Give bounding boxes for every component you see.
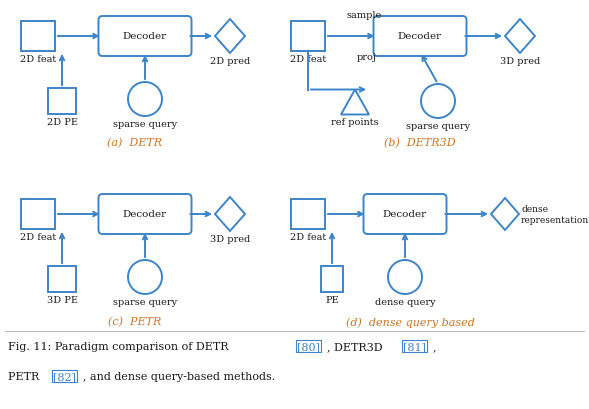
Text: 2D feat: 2D feat xyxy=(290,232,326,241)
FancyBboxPatch shape xyxy=(373,17,466,57)
Circle shape xyxy=(388,261,422,294)
Text: sparse query: sparse query xyxy=(113,120,177,129)
Circle shape xyxy=(128,261,162,294)
FancyBboxPatch shape xyxy=(48,89,76,115)
Text: Decoder: Decoder xyxy=(123,210,167,219)
FancyBboxPatch shape xyxy=(48,266,76,292)
Text: sample: sample xyxy=(346,11,382,20)
Text: 2D feat: 2D feat xyxy=(20,232,56,241)
Text: PE: PE xyxy=(325,295,339,304)
Text: 2D pred: 2D pred xyxy=(210,57,250,66)
Text: Decoder: Decoder xyxy=(123,32,167,41)
Text: Decoder: Decoder xyxy=(383,210,427,219)
Text: sparse query: sparse query xyxy=(406,122,470,131)
Text: , DETR3D: , DETR3D xyxy=(327,341,386,351)
FancyBboxPatch shape xyxy=(21,200,55,229)
Text: 2D PE: 2D PE xyxy=(47,118,78,127)
Polygon shape xyxy=(215,198,245,231)
Text: proj: proj xyxy=(357,53,377,62)
Text: PETR: PETR xyxy=(8,371,43,381)
Circle shape xyxy=(421,85,455,119)
Text: , and dense query-based methods.: , and dense query-based methods. xyxy=(82,371,274,381)
Text: 3D pred: 3D pred xyxy=(500,57,540,66)
FancyBboxPatch shape xyxy=(363,195,446,234)
Text: dense
representation: dense representation xyxy=(521,205,589,224)
Polygon shape xyxy=(341,90,369,115)
Text: (a)  DETR: (a) DETR xyxy=(107,138,163,148)
Text: [80]: [80] xyxy=(297,341,320,351)
Circle shape xyxy=(128,83,162,117)
Polygon shape xyxy=(505,20,535,54)
Text: sparse query: sparse query xyxy=(113,297,177,306)
Text: 3D PE: 3D PE xyxy=(47,295,78,304)
Text: 3D pred: 3D pred xyxy=(210,234,250,243)
Text: ref points: ref points xyxy=(331,118,379,127)
Text: dense query: dense query xyxy=(375,297,435,306)
Text: Decoder: Decoder xyxy=(398,32,442,41)
FancyBboxPatch shape xyxy=(21,22,55,52)
FancyBboxPatch shape xyxy=(321,266,343,292)
Text: ,: , xyxy=(433,341,436,351)
Text: [82]: [82] xyxy=(53,371,76,381)
Text: 2D feat: 2D feat xyxy=(20,55,56,64)
Polygon shape xyxy=(215,20,245,54)
FancyBboxPatch shape xyxy=(98,195,191,234)
Text: (c)  PETR: (c) PETR xyxy=(108,316,162,326)
FancyBboxPatch shape xyxy=(291,200,325,229)
Polygon shape xyxy=(491,198,519,230)
Text: [81]: [81] xyxy=(403,341,426,351)
FancyBboxPatch shape xyxy=(98,17,191,57)
Text: (b)  DETR3D: (b) DETR3D xyxy=(384,138,456,148)
Text: (d)  dense query based: (d) dense query based xyxy=(346,316,474,327)
Text: Fig. 11: Paradigm comparison of DETR: Fig. 11: Paradigm comparison of DETR xyxy=(8,341,232,351)
FancyBboxPatch shape xyxy=(291,22,325,52)
Text: 2D feat: 2D feat xyxy=(290,55,326,64)
